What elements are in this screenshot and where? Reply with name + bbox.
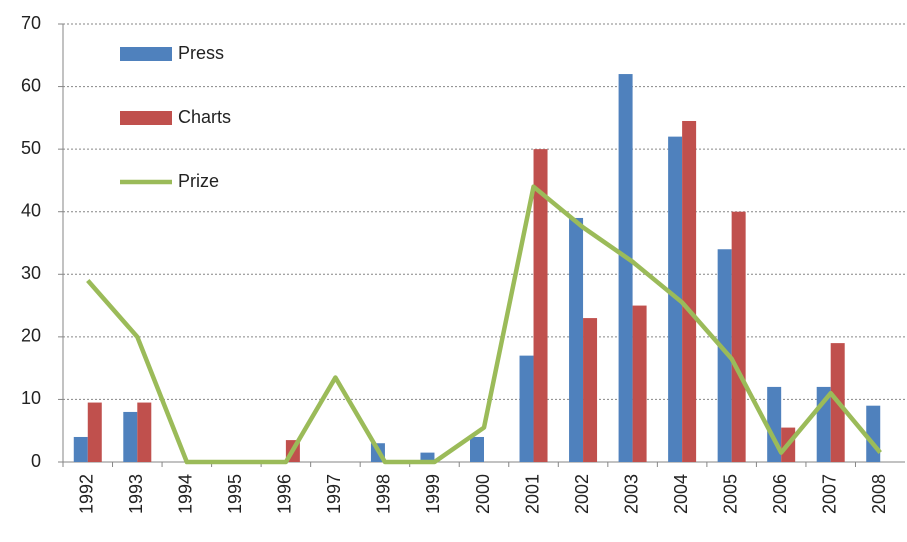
x-tick-label: 2005 (720, 474, 740, 514)
y-tick-label: 70 (21, 13, 41, 33)
y-tick-label: 40 (21, 200, 41, 220)
x-tick-label: 2000 (473, 474, 493, 514)
bar (420, 452, 435, 462)
x-tick-label: 1999 (423, 474, 443, 514)
bar (618, 74, 633, 463)
x-tick-label: 1992 (77, 474, 97, 514)
bar (583, 318, 598, 462)
x-tick-label: 1995 (225, 474, 245, 514)
bar (137, 402, 152, 462)
x-tick-label: 2004 (671, 474, 691, 514)
bar (87, 402, 102, 462)
x-tick-label: 1994 (176, 474, 196, 514)
bar (533, 149, 548, 462)
bar (632, 305, 647, 462)
x-tick-label: 1993 (126, 474, 146, 514)
line (86, 184, 882, 465)
y-tick-label: 30 (21, 263, 41, 283)
bar (569, 217, 584, 462)
y-tick-label: 0 (31, 451, 41, 471)
y-tick-label: 60 (21, 75, 41, 95)
x-tick-label: 1997 (324, 474, 344, 514)
legend-label: Charts (178, 107, 231, 127)
x-tick-label: 1996 (275, 474, 295, 514)
bar (717, 249, 732, 462)
x-tick-label: 2006 (770, 474, 790, 514)
bar (123, 411, 138, 462)
bar (73, 436, 88, 462)
y-tick-label: 50 (21, 138, 41, 158)
y-tick-label: 20 (21, 326, 41, 346)
bar (519, 355, 534, 462)
legend-label: Press (178, 43, 224, 63)
legend-swatch (120, 47, 172, 61)
bar (682, 120, 697, 462)
legend-label: Prize (178, 171, 219, 191)
bar (731, 211, 746, 462)
x-tick-label: 1998 (374, 474, 394, 514)
x-tick-label: 2007 (819, 474, 839, 514)
y-tick-label: 10 (21, 388, 41, 408)
bar (470, 436, 484, 462)
legend-swatch (120, 111, 172, 125)
x-tick-label: 2003 (621, 474, 641, 514)
x-tick-label: 2008 (869, 474, 889, 514)
x-tick-label: 2002 (572, 474, 592, 514)
x-tick-label: 2001 (522, 474, 542, 514)
